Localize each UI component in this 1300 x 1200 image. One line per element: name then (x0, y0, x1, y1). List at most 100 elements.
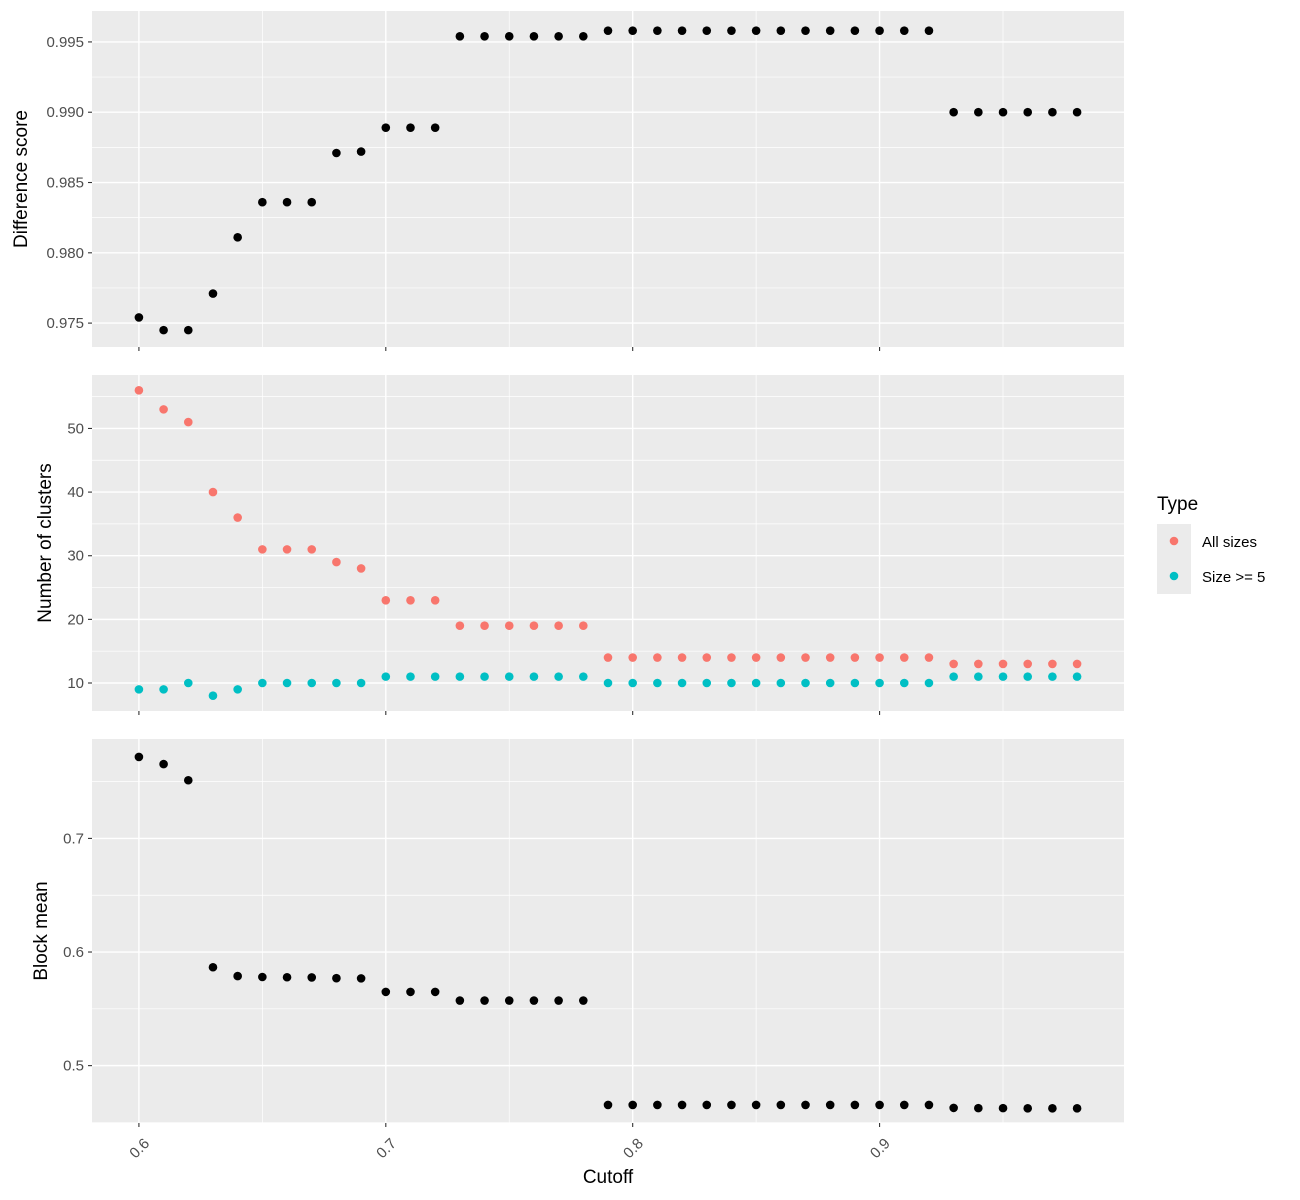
point-all-sizes (628, 653, 637, 662)
point-block-mean (356, 974, 366, 983)
point-difference-score (875, 26, 884, 35)
point-size-5 (159, 685, 168, 694)
point-all-sizes (776, 653, 786, 662)
panel-block-mean-background (92, 739, 1124, 1123)
point-block-mean (1048, 1104, 1057, 1113)
point-all-sizes (1023, 659, 1033, 669)
point-block-mean (875, 1100, 884, 1110)
point-all-sizes (307, 545, 317, 554)
legend: Type All sizes Size >= 5 (1157, 494, 1265, 594)
point-block-mean (998, 1103, 1008, 1113)
point-block-mean (159, 759, 168, 769)
point-all-sizes (233, 513, 242, 522)
point-all-sizes (258, 545, 267, 554)
point-size-5 (603, 678, 613, 688)
panel-difference-score: 0.975 0.980 0.985 0.990 0.995 Difference sco… (11, 11, 1124, 351)
y-tick-label: 0.5 (63, 1058, 84, 1075)
point-size-5 (554, 672, 563, 681)
point-block-mean (332, 973, 341, 983)
point-difference-score (974, 107, 983, 117)
point-block-mean (801, 1100, 810, 1110)
point-size-5 (208, 691, 218, 701)
point-all-sizes (875, 653, 884, 662)
point-all-sizes (603, 653, 613, 662)
point-block-mean (406, 987, 415, 997)
point-block-mean (603, 1100, 613, 1110)
panel-difference-score-y-axis: 0.975 0.980 0.985 0.990 0.995 (46, 34, 92, 332)
panel-difference-score-x-ticks (138, 347, 881, 351)
point-block-mean (529, 996, 539, 1005)
panel-block-mean-points (134, 752, 1082, 1113)
point-block-mean (430, 987, 440, 997)
panel-number-of-clusters-x-ticks (138, 711, 881, 715)
point-difference-score (406, 123, 415, 132)
point-all-sizes (825, 653, 835, 662)
point-all-sizes (579, 621, 588, 631)
point-size-5 (258, 678, 267, 688)
panel-number-of-clusters-y-axis: 10 20 30 40 50 (67, 420, 92, 692)
point-difference-score (208, 289, 218, 298)
point-block-mean (899, 1100, 909, 1110)
y-axis-title-number-of-clusters: Number of clusters (35, 463, 56, 622)
point-difference-score (751, 26, 761, 35)
point-size-5 (751, 678, 761, 688)
point-block-mean (677, 1100, 687, 1110)
point-block-mean (628, 1100, 637, 1110)
point-difference-score (455, 32, 465, 41)
point-difference-score (1023, 107, 1033, 117)
point-block-mean (1023, 1104, 1033, 1113)
point-difference-score (653, 26, 662, 35)
point-difference-score (628, 26, 637, 35)
point-difference-score (702, 26, 712, 35)
panel-block-mean: 0.5 0.6 0.7 Block mean (31, 739, 1124, 1127)
legend-title: Type (1157, 494, 1198, 515)
point-difference-score (233, 233, 242, 242)
point-difference-score (899, 26, 909, 35)
point-all-sizes (159, 405, 168, 414)
point-all-sizes (801, 653, 810, 662)
point-block-mean (258, 972, 267, 982)
panel-difference-score-points (134, 26, 1082, 335)
point-size-5 (677, 678, 687, 688)
point-size-5 (332, 678, 341, 688)
point-size-5 (233, 685, 242, 694)
legend-label-size-5: Size >= 5 (1202, 569, 1265, 586)
point-difference-score (480, 32, 489, 41)
point-all-sizes (751, 653, 761, 662)
point-all-sizes (702, 653, 712, 662)
point-all-sizes (850, 653, 860, 662)
point-size-5 (949, 672, 958, 681)
point-size-5 (998, 672, 1008, 681)
point-size-5 (1072, 672, 1082, 681)
point-difference-score (258, 197, 267, 207)
point-all-sizes (653, 653, 662, 662)
point-block-mean (653, 1100, 662, 1110)
point-difference-score (282, 197, 292, 207)
point-difference-score (1072, 107, 1082, 117)
legend-swatch-size-5 (1169, 571, 1179, 581)
point-difference-score (949, 107, 958, 117)
point-size-5 (480, 672, 489, 681)
point-difference-score (307, 197, 317, 207)
point-block-mean (480, 996, 489, 1005)
point-size-5 (183, 678, 193, 688)
panel-block-mean-y-axis: 0.5 0.6 0.7 (63, 830, 92, 1075)
point-all-sizes (554, 621, 563, 631)
point-size-5 (974, 672, 983, 681)
point-block-mean (579, 996, 588, 1005)
point-all-sizes (430, 595, 440, 605)
point-block-mean (504, 996, 514, 1005)
panel-number-of-clusters-points (134, 385, 1082, 701)
point-block-mean (727, 1100, 736, 1110)
point-all-sizes (208, 487, 218, 497)
legend-swatch-all-sizes (1169, 536, 1179, 546)
point-difference-score (603, 26, 613, 35)
x-tick-label: 0.6 (126, 1135, 153, 1162)
point-all-sizes (1048, 659, 1057, 669)
point-size-5 (282, 678, 292, 688)
panel-difference-score-gridlines (92, 11, 1124, 347)
point-all-sizes (504, 621, 514, 631)
x-axis-tick-labels: 0.6 0.7 0.8 0.9 (126, 1135, 893, 1162)
y-tick-label: 30 (67, 548, 84, 565)
point-block-mean (949, 1103, 958, 1113)
